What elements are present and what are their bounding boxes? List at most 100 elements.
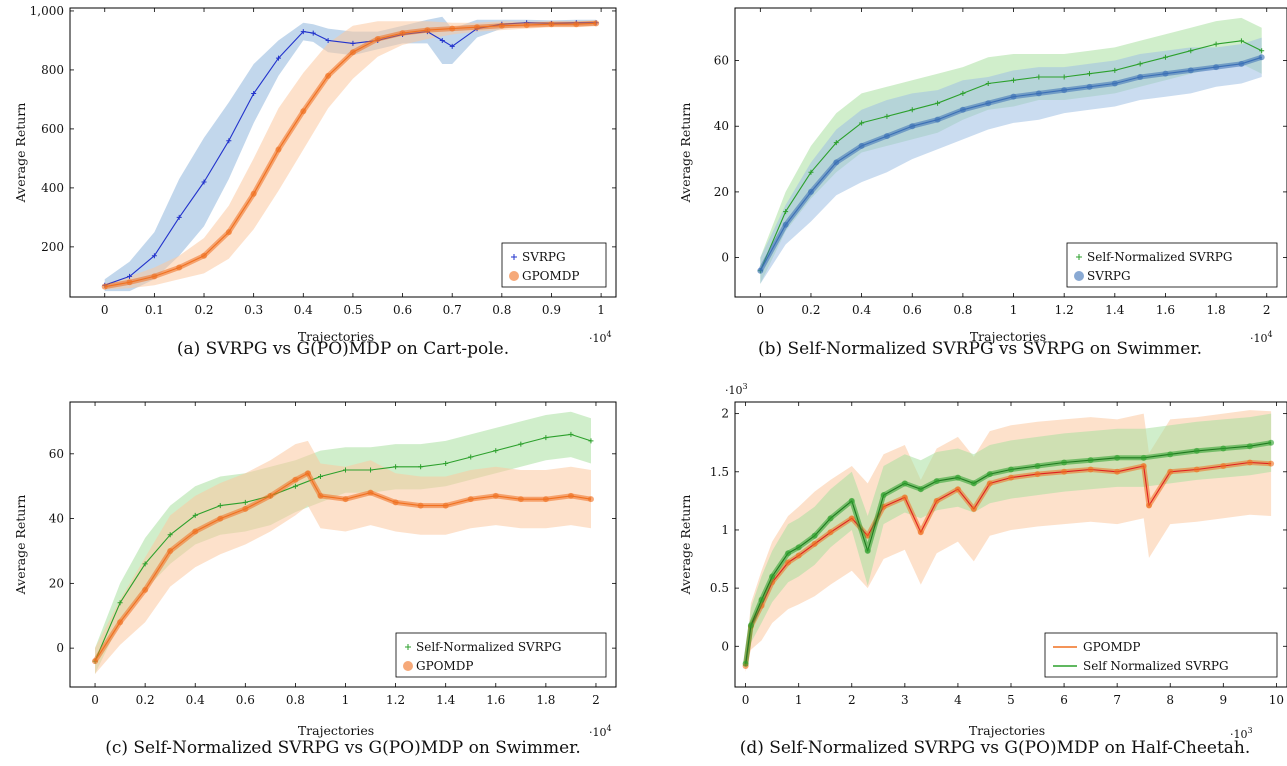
x-tick-label: 1	[795, 693, 803, 707]
x-tick-label: 0.8	[953, 303, 972, 317]
legend: GPOMDP Self Normalized SVRPG	[1044, 632, 1278, 678]
data-point	[151, 273, 158, 280]
y-tick-label: 60	[714, 54, 729, 68]
data-point	[1187, 67, 1194, 74]
data-point	[811, 532, 818, 539]
data-point	[1111, 80, 1118, 87]
data-point	[858, 142, 865, 149]
x-tick-label: 3	[901, 693, 909, 707]
data-point	[1213, 64, 1220, 71]
data-point	[317, 473, 323, 479]
data-point	[292, 483, 298, 489]
data-point	[304, 470, 311, 477]
data-point	[1137, 73, 1144, 80]
data-point	[864, 547, 871, 554]
x-axis-multiplier-exponent: 3	[1248, 726, 1253, 735]
data-point	[568, 431, 574, 437]
x-axis-label: Trajectories	[298, 723, 374, 738]
data-point	[167, 532, 173, 538]
x-axis-label: Trajectories	[970, 329, 1046, 344]
data-point	[368, 467, 374, 473]
data-point	[1246, 443, 1253, 450]
data-point	[300, 29, 306, 35]
legend-swatch-1	[403, 661, 413, 671]
x-tick-label: 4	[954, 693, 962, 707]
data-point	[795, 552, 802, 559]
data-point	[225, 229, 232, 236]
y-tick-label: 0	[721, 639, 729, 653]
data-point	[517, 496, 524, 503]
data-point	[1268, 460, 1275, 467]
data-point	[901, 494, 908, 501]
x-axis-multiplier: ·104	[589, 330, 612, 345]
x-tick-label: 0.9	[542, 303, 561, 317]
x-tick-label: 0.2	[194, 303, 213, 317]
data-point	[1061, 74, 1067, 80]
data-point	[833, 140, 839, 146]
x-tick-label: 8	[1166, 693, 1174, 707]
data-point	[1036, 74, 1042, 80]
data-point	[587, 496, 594, 503]
x-axis-label: Trajectories	[969, 723, 1045, 738]
data-point	[1162, 54, 1168, 60]
data-point	[1220, 445, 1227, 452]
data-point	[954, 474, 961, 481]
data-point	[783, 209, 789, 215]
data-point	[1008, 474, 1014, 481]
x-tick-label: 0.5	[343, 303, 362, 317]
data-point	[1259, 48, 1265, 54]
data-point	[769, 573, 776, 580]
x-tick-label: 1	[342, 693, 350, 707]
data-point	[1061, 468, 1068, 475]
data-point	[970, 480, 977, 487]
y-tick-label: 20	[49, 576, 64, 590]
x-tick-label: 1.4	[1105, 303, 1124, 317]
data-point	[1008, 466, 1014, 473]
data-point	[226, 138, 232, 144]
data-point	[986, 480, 993, 487]
chart-d: 0 1 2 3 4 5 6 7 8 9 10 0 0.5 1 1.5 2 Trajectories Average…	[678, 382, 1287, 758]
x-tick-label: 0.8	[286, 693, 305, 707]
data-point	[518, 441, 524, 447]
x-tick-label: 1.2	[386, 693, 405, 707]
y-tick-label: 1,000	[30, 4, 64, 18]
legend-box	[1066, 242, 1278, 288]
data-point	[1268, 439, 1275, 446]
y-tick-label: 40	[49, 512, 64, 526]
x-tick-label: 2	[592, 693, 600, 707]
data-point	[1246, 459, 1253, 466]
x-tick-label: 5	[1007, 693, 1015, 707]
axes-frame	[734, 7, 1287, 298]
data-point	[1146, 502, 1152, 509]
data-point	[325, 72, 332, 79]
figure-caption: (b) Self-Normalized SVRPG vs SVRPG on Sw…	[758, 339, 1202, 359]
data-point	[417, 502, 424, 509]
y-tick-label: 2	[721, 407, 729, 421]
data-point	[142, 586, 149, 593]
data-point	[1137, 61, 1143, 67]
legend: Self-Normalized SVRPG SVRPG	[1066, 242, 1278, 288]
x-tick-label: 0.6	[393, 303, 412, 317]
data-point	[970, 506, 977, 513]
confidence-band-1	[760, 37, 1262, 284]
data-point	[449, 25, 456, 32]
data-point	[1087, 71, 1092, 77]
data-point	[917, 529, 924, 536]
data-point	[275, 146, 282, 153]
data-point	[883, 133, 890, 140]
x-tick-label: 0	[101, 303, 109, 317]
x-tick-label: 1.6	[486, 693, 505, 707]
x-tick-label: 0.2	[801, 303, 820, 317]
series-line-1	[745, 442, 1272, 664]
data-point	[782, 221, 789, 228]
data-point	[117, 619, 124, 626]
data-point	[1188, 48, 1194, 54]
data-point	[275, 55, 281, 61]
x-tick-label: 0.6	[903, 303, 922, 317]
chart-b: 0 0.2 0.4 0.6 0.8 1 1.2 1.4 1.6 1.8 20204060Trajec…	[678, 7, 1287, 359]
data-point	[1220, 462, 1227, 469]
y-axis-label: Average Return	[13, 103, 28, 204]
data-point	[933, 497, 940, 504]
data-point	[493, 448, 499, 454]
x-tick-label: 0	[757, 303, 765, 317]
